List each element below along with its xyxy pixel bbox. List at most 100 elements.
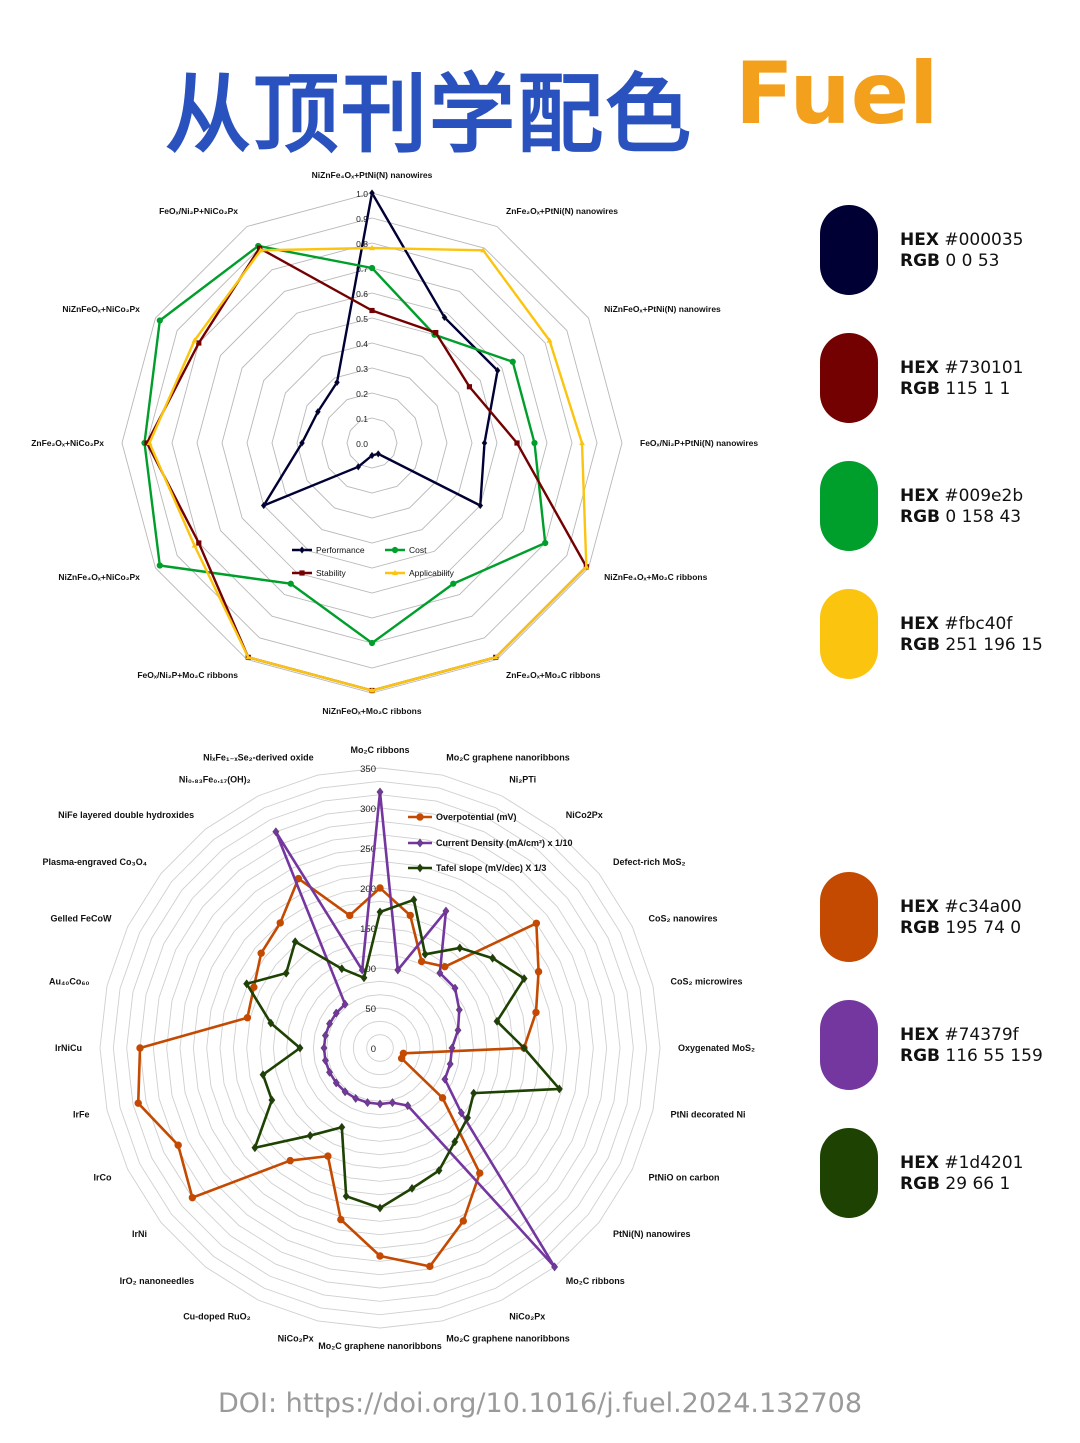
grid-ring xyxy=(112,780,648,1316)
grid-ring xyxy=(206,874,554,1222)
data-point xyxy=(376,1203,384,1213)
data-point xyxy=(426,1262,434,1271)
data-point xyxy=(579,439,585,446)
data-point xyxy=(509,358,516,365)
data-point xyxy=(286,1156,294,1165)
series-0 xyxy=(260,189,501,510)
data-point xyxy=(355,463,362,471)
data-point xyxy=(454,1025,462,1035)
rgb-value-2: 115 1 1 xyxy=(945,379,1011,399)
grid-ring xyxy=(366,1034,394,1062)
color-info-4: HEX #fbc40f RGB 251 196 15 xyxy=(900,614,1043,656)
data-point xyxy=(291,937,299,947)
data-point xyxy=(514,440,520,446)
tick-label: 0.4 xyxy=(356,339,368,349)
data-point xyxy=(408,1183,416,1193)
category-label: CoS₂ nanowires xyxy=(648,914,717,924)
category-label: Mo₂C graphene nanoribbons xyxy=(446,752,570,762)
data-point xyxy=(481,439,488,447)
data-point xyxy=(494,366,501,375)
hex-label-7: HEX xyxy=(900,1153,939,1173)
data-point xyxy=(156,317,163,324)
data-point xyxy=(441,962,449,971)
category-label: FeOₓ/Ni₂P+NiCo₂Px xyxy=(159,206,238,216)
swatch-7 xyxy=(820,1128,878,1218)
rgb-label-5: RGB xyxy=(900,918,941,938)
data-point xyxy=(476,1169,484,1177)
data-point xyxy=(338,964,346,974)
legend-marker xyxy=(416,838,424,848)
data-point xyxy=(410,895,418,905)
legend-label: Applicability xyxy=(409,568,455,578)
category-label: NiCo2Px xyxy=(566,810,603,820)
color-info-1: HEX #000035 RGB 0 0 53 xyxy=(900,230,1024,272)
category-label: Mo₂C ribbons xyxy=(566,1276,625,1286)
tick-label: 150 xyxy=(360,924,376,935)
data-point xyxy=(466,384,473,390)
swatch-2 xyxy=(820,333,878,423)
data-point xyxy=(191,542,198,548)
hex-value-3: #009e2b xyxy=(944,486,1024,506)
grid-ring xyxy=(352,1020,408,1076)
legend-label: Performance xyxy=(316,545,365,555)
data-point xyxy=(341,1087,349,1097)
data-point xyxy=(315,408,321,416)
data-point xyxy=(583,563,590,569)
chart-legend: Performance Cost Stability Applicability xyxy=(292,545,455,578)
category-label: IrNi xyxy=(132,1229,147,1239)
data-point xyxy=(442,906,450,916)
grid-ring xyxy=(246,317,498,569)
data-point xyxy=(324,1152,332,1160)
legend-label: Overpotential (mV) xyxy=(436,812,517,822)
tick-label: 250 xyxy=(360,844,376,855)
data-point xyxy=(421,949,429,959)
rgb-value-6: 116 55 159 xyxy=(945,1046,1043,1066)
radar-grid xyxy=(121,192,623,694)
data-point xyxy=(448,1043,456,1053)
data-point xyxy=(531,439,538,447)
data-point xyxy=(346,911,354,920)
grid-ring xyxy=(179,847,581,1249)
data-point xyxy=(480,247,487,253)
data-point xyxy=(321,1031,329,1041)
data-point xyxy=(493,1016,501,1026)
hex-value-5: #c34a00 xyxy=(944,897,1022,917)
tick-label: 0.7 xyxy=(356,264,368,274)
category-labels: Mo₂C ribbons Mo₂C graphene nanoribbons Ni₂… xyxy=(43,745,755,1351)
color-info-3: HEX #009e2b RGB 0 158 43 xyxy=(900,486,1023,528)
data-point xyxy=(457,1108,465,1118)
data-point xyxy=(332,1078,340,1088)
tick-label: 0 xyxy=(371,1044,376,1055)
hex-label-1: HEX xyxy=(900,230,939,250)
grid-ring xyxy=(139,807,621,1289)
data-point xyxy=(369,687,375,693)
category-labels: NiZnFe₄Oₓ+PtNi(N) nanowires ZnFe₂Oₓ+PtNi(… xyxy=(31,170,758,716)
grid-ring xyxy=(312,980,448,1116)
tick-label: 0.3 xyxy=(356,364,368,374)
data-point xyxy=(456,943,464,953)
data-point xyxy=(441,313,448,322)
rgb-value-3: 0 158 43 xyxy=(945,507,1022,527)
series-2 xyxy=(243,895,563,1213)
data-point xyxy=(436,968,444,978)
data-point xyxy=(337,1215,345,1224)
data-point xyxy=(326,1067,333,1077)
color-info-6: HEX #74379f RGB 116 55 159 xyxy=(900,1025,1043,1067)
data-point xyxy=(136,1044,144,1052)
data-point xyxy=(245,654,252,660)
legend-marker xyxy=(299,546,305,554)
grid-ring xyxy=(246,914,514,1182)
data-point xyxy=(256,245,263,251)
legend-label: Current Density (mA/cm²) x 1/10 xyxy=(436,838,573,848)
data-point xyxy=(450,580,457,587)
category-label: Ni₂PTi xyxy=(509,775,536,785)
hex-value-7: #1d4201 xyxy=(944,1153,1024,1173)
grid-ring xyxy=(286,954,474,1142)
data-point xyxy=(338,1122,346,1132)
data-point xyxy=(455,1005,463,1015)
color-info-5: HEX #c34a00 RGB 195 74 0 xyxy=(900,897,1022,939)
data-point xyxy=(369,244,375,251)
grid-ring xyxy=(271,342,473,544)
category-label: FeOₓ/Ni₂P+PtNi(N) nanowires xyxy=(640,438,758,448)
category-label: FeOₓ/Ni₂P+Mo₂C ribbons xyxy=(137,670,238,680)
